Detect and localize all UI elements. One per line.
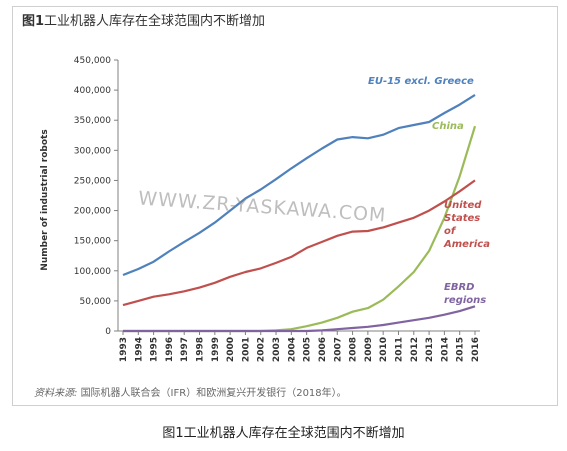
y-tick-label: 350,000 <box>74 116 111 126</box>
source-text: 国际机器人联合会（IFR）和欧洲复兴开发银行（2018年）。 <box>80 388 347 399</box>
x-axis: 1993 1994 1995 1996 1997 1998 1999 2000 2001 2002… <box>118 330 481 362</box>
y-tick-label: 150,000 <box>74 237 111 247</box>
y-tick-label: 450,000 <box>74 56 111 66</box>
x-tick-label: 2000 <box>226 337 236 362</box>
x-tick-label: 2015 <box>456 337 466 362</box>
y-axis-label: Number of industrial robots <box>40 129 50 270</box>
x-tick-label: 2012 <box>410 337 420 362</box>
figure-caption: 图1工业机器人库存在全球范围内不断增加 <box>162 426 405 441</box>
x-tick-label: 2009 <box>364 337 374 362</box>
x-tick-label: 1997 <box>180 337 190 362</box>
figure-title: 图1工业机器人库存在全球范围内不断增加 <box>22 10 265 29</box>
x-tick-label: 2005 <box>303 337 313 362</box>
figure-title-text: 工业机器人库存在全球范围内不断增加 <box>44 14 266 29</box>
x-tick-label: 2006 <box>318 337 328 362</box>
x-tick-label: 1996 <box>165 337 175 362</box>
series-line <box>122 93 476 277</box>
x-tick-label: 2013 <box>425 337 435 362</box>
source-label: 资料来源: <box>34 388 78 399</box>
x-tick-label: 2004 <box>287 337 297 362</box>
series-label: EBRD regions <box>444 282 486 306</box>
x-tick-label: 2002 <box>257 337 267 362</box>
series-label: EU-15 excl. Greece <box>368 76 474 87</box>
x-tick-label: 2011 <box>394 337 404 362</box>
y-tick-label: 400,000 <box>74 86 111 96</box>
y-tick-label: 0 <box>105 327 111 337</box>
x-tick-label: 2001 <box>241 337 251 362</box>
x-tick-label: 2008 <box>349 337 359 362</box>
x-tick-label: 1999 <box>211 337 221 362</box>
x-tick-label: 2010 <box>379 337 389 362</box>
y-axis: 0 50,000 100,000 150,000 200,000 250,000 300,0… <box>74 56 119 337</box>
series-lines <box>122 93 477 333</box>
figure-number: 图1 <box>22 14 45 29</box>
y-tick-label: 200,000 <box>74 207 111 217</box>
x-tick-label: 2003 <box>272 337 282 362</box>
y-tick-label: 250,000 <box>74 176 111 186</box>
series-line <box>123 305 476 333</box>
source-note: 资料来源: 国际机器人联合会（IFR）和欧洲复兴开发银行（2018年）。 <box>34 384 347 399</box>
x-tick-label: 1998 <box>196 337 206 362</box>
x-tick-label: 2014 <box>440 337 450 362</box>
x-tick-label: 1994 <box>134 337 144 362</box>
line-chart: 0 50,000 100,000 150,000 200,000 250,000 300,0… <box>40 56 490 362</box>
y-tick-label: 300,000 <box>74 146 111 156</box>
series-label: China <box>432 121 464 132</box>
y-tick-label: 100,000 <box>74 267 111 277</box>
series-label: United States of America <box>443 200 490 250</box>
x-tick-label: 1993 <box>119 337 129 362</box>
x-tick-label: 2007 <box>333 337 343 362</box>
x-tick-label: 2016 <box>471 337 481 362</box>
series-line <box>123 125 477 333</box>
y-tick-label: 50,000 <box>80 297 112 307</box>
x-tick-label: 1995 <box>150 337 160 362</box>
series-line <box>122 179 476 307</box>
series-labels: EU-15 excl. Greece China United States of Ame… <box>368 76 490 306</box>
figure-frame <box>12 6 558 406</box>
